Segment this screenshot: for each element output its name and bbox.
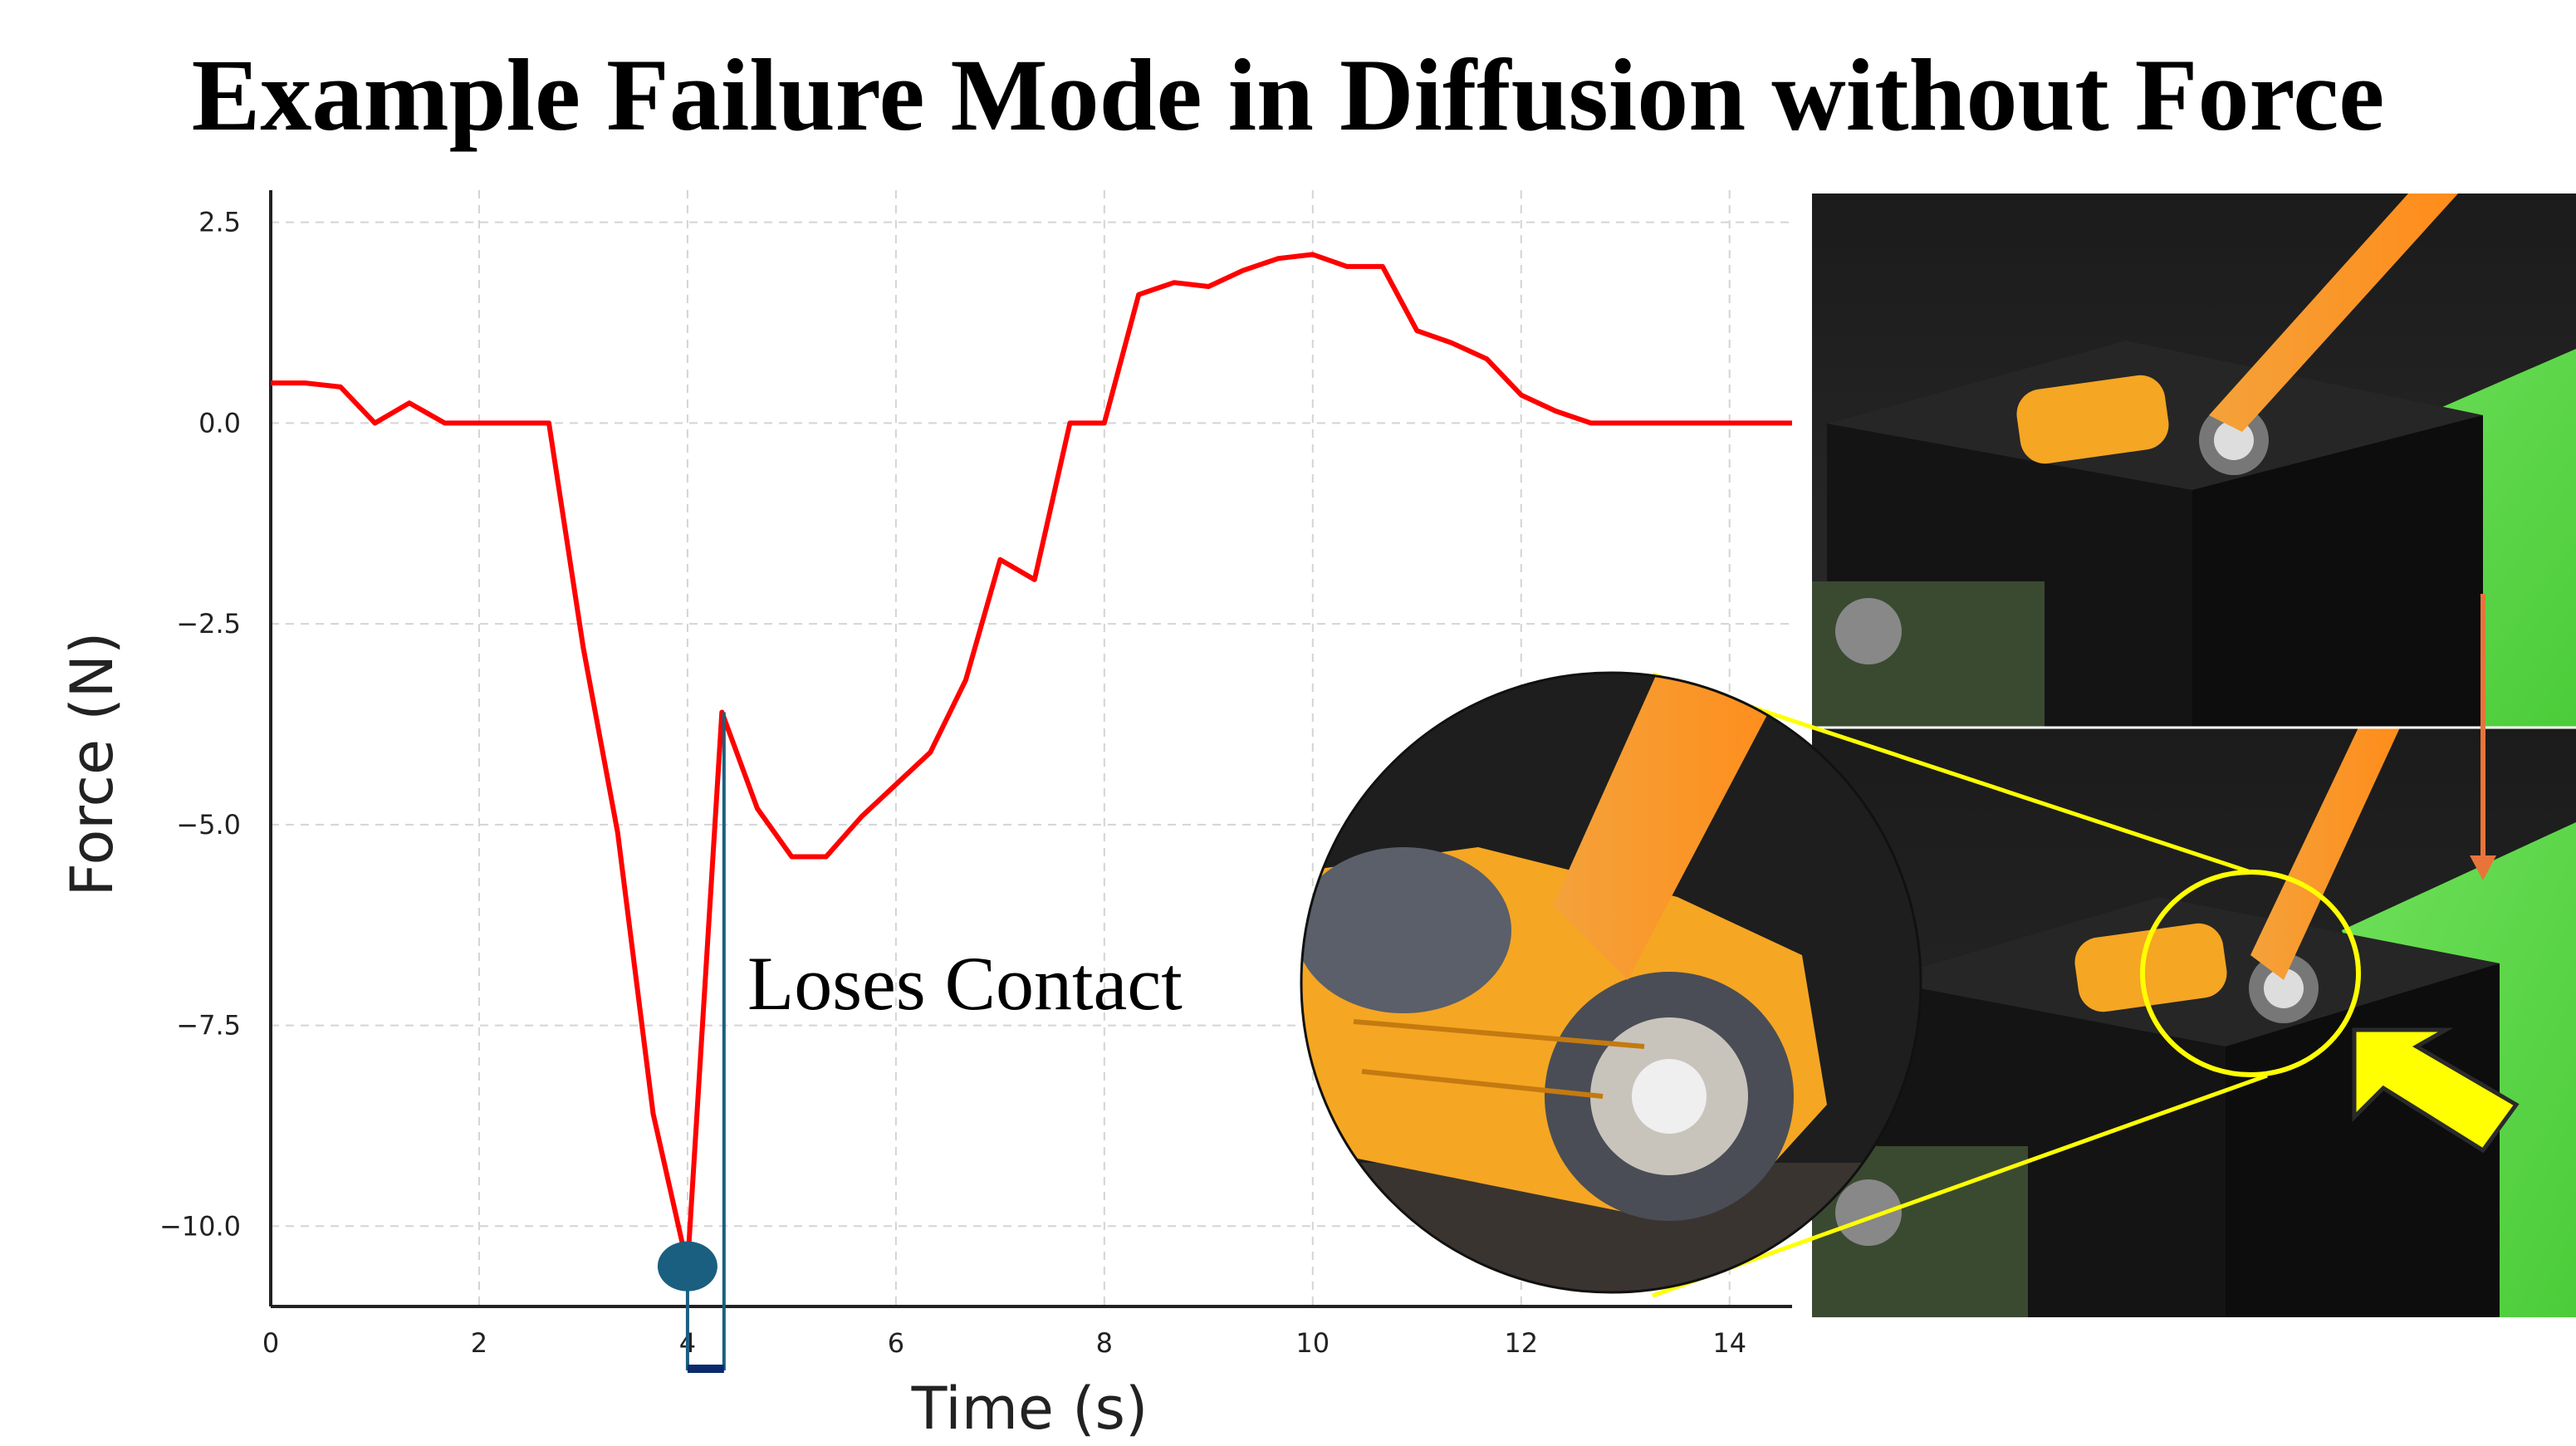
x-tick-label: 8	[1096, 1327, 1113, 1359]
y-axis-title: Force (N)	[58, 632, 126, 897]
down-arrow-icon	[2470, 594, 2496, 880]
x-tick-label: 0	[262, 1327, 279, 1359]
yellow-pointer-arrow-icon	[2352, 1027, 2520, 1154]
photo-after	[1812, 728, 2576, 1317]
y-tick-label: −5.0	[176, 809, 241, 841]
y-tick-label: −10.0	[159, 1210, 241, 1242]
photo-before	[1812, 194, 2576, 728]
x-tick-label: 10	[1295, 1327, 1330, 1359]
loses-contact-label: Loses Contact	[747, 941, 1183, 1026]
annotation-layer	[657, 712, 726, 1373]
min-force-marker	[657, 1241, 717, 1292]
y-tick-label: −2.5	[176, 608, 241, 640]
x-axis-title: Time (s)	[911, 1375, 1148, 1443]
x-tick-label: 12	[1504, 1327, 1538, 1359]
grid-lines	[270, 190, 1792, 1306]
y-tick-label: 2.5	[198, 207, 241, 238]
x-tick-label: 6	[888, 1327, 904, 1359]
series-line	[271, 252, 1792, 1269]
tick-labels: 0 2 4 6 8 10 12 142.50.0−2.5−5.0−7.5−10.0	[159, 207, 1746, 1359]
y-tick-label: −7.5	[176, 1010, 241, 1042]
y-tick-label: 0.0	[198, 407, 241, 439]
page-title: Example Failure Mode in Diffusion withou…	[191, 38, 2385, 152]
x-tick-label: 14	[1712, 1327, 1746, 1359]
x-tick-label: 2	[471, 1327, 487, 1359]
series-layer	[271, 252, 1792, 1269]
zoom-connector-bottom	[1652, 1073, 2268, 1298]
